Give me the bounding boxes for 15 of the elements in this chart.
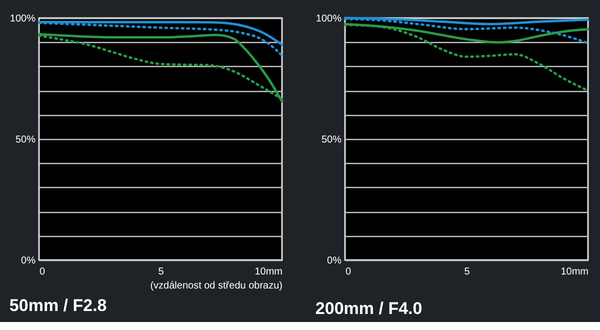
- text: 50mm / F2.8: [9, 296, 107, 315]
- x-tick-label: 10mm: [254, 266, 282, 278]
- y-tick-label: 50%: [321, 134, 342, 146]
- y-tick-label: 0%: [21, 256, 36, 266]
- x-tick-label: 5: [158, 266, 164, 278]
- x-tick-label: 0: [40, 266, 46, 278]
- y-tick-label: 100%: [10, 14, 36, 24]
- x-axis-title: (vzdálenost od středu obrazu): [150, 280, 282, 292]
- y-tick-label: 0%: [327, 256, 342, 266]
- text: 200mm / F4.0: [315, 299, 422, 318]
- y-tick-label: 50%: [15, 134, 36, 146]
- x-tick-label: 0: [346, 266, 352, 278]
- y-tick-label: 100%: [316, 14, 342, 24]
- x-tick-label: 5: [464, 266, 470, 278]
- x-tick-label: 10mm: [560, 266, 588, 278]
